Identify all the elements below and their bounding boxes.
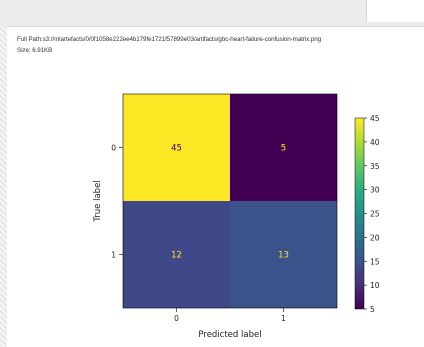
file-path-label: Full Path: [17,36,43,43]
artifact-preview-panel: Full Path:s3://mlartefacts/0/0f1058e222e… [7,26,424,347]
colorbar-tick-label: 30 [370,186,380,195]
colorbar-tick-label: 25 [370,210,380,219]
matrix-cell-value: 45 [171,144,182,154]
browser-tab[interactable] [366,0,424,22]
matrix-frame [122,93,338,309]
matrix-cell [123,94,230,201]
x-tick-label: 1 [281,314,286,323]
matrix-cell [123,201,230,308]
colorbar-tick-label: 20 [370,233,380,242]
colorbar-tick-label: 10 [370,281,380,290]
colorbar-tick-label: 5 [370,305,375,314]
colorbar-tick-label: 40 [370,138,380,147]
file-path-value[interactable]: s3://mlartefacts/0/0f1058e222ee4b179fe17… [42,36,322,43]
colorbar-tick-label: 45 [370,114,380,123]
file-size-label: Size: [17,47,31,54]
x-tick-label: 0 [174,314,179,323]
colorbar [355,118,364,309]
y-tick-label: 1 [111,251,116,260]
file-size-line: Size: 6.91KB [17,47,52,54]
matrix-cell-value: 13 [278,251,289,261]
matrix-cell-value: 5 [281,144,286,154]
y-tick-label: 0 [111,144,116,153]
side-gutter [0,26,7,346]
matrix-cell [230,201,337,308]
x-axis-label: Predicted label [198,330,261,340]
browser-top-bar [0,0,424,26]
colorbar-tick-label: 15 [370,257,380,266]
y-axis-label: True label [93,180,103,222]
colorbar-tick-label: 35 [370,162,380,171]
matrix-cell-value: 12 [171,251,182,261]
matrix-cell [230,94,337,201]
file-path-line: Full Path:s3://mlartefacts/0/0f1058e222e… [17,36,423,43]
confusion-matrix-chart: 45 5 12 13 0 1 0 1 Predicted label True label… [93,93,380,340]
file-size-value: 6.91KB [32,47,53,54]
